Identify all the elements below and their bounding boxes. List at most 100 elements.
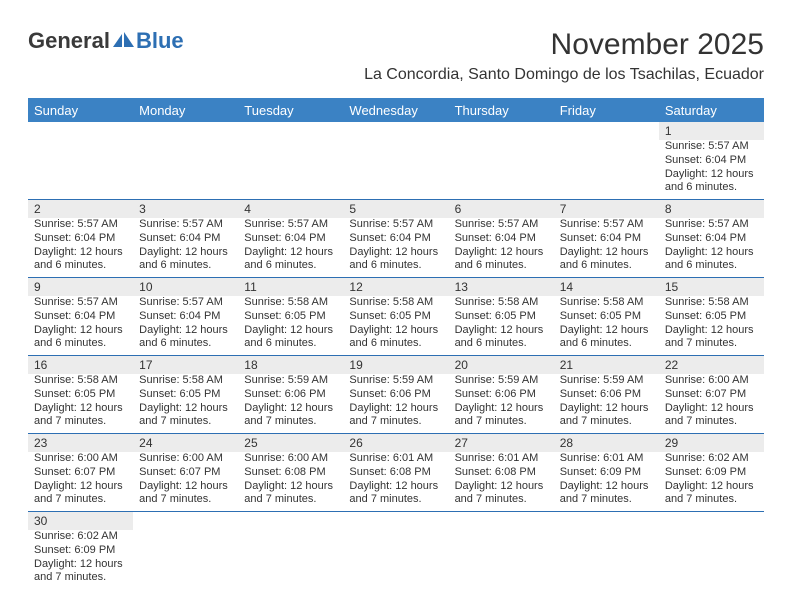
sunrise-line: Sunrise: 5:59 AM [349, 374, 433, 386]
calendar-cell: 29Sunrise: 6:02 AMSunset: 6:09 PMDayligh… [659, 434, 764, 512]
daylight-line: Daylight: 12 hours and 7 minutes. [244, 480, 333, 506]
calendar-cell: 3Sunrise: 5:57 AMSunset: 6:04 PMDaylight… [133, 200, 238, 278]
weekday-header: Saturday [659, 98, 764, 122]
day-details: Sunrise: 5:57 AM Sunset: 6:04 PM Daylight:… [659, 218, 764, 277]
sail-icon [113, 28, 135, 54]
calendar-table: SundayMondayTuesdayWednesdayThursdayFrid… [28, 98, 764, 589]
sunrise-line: Sunrise: 6:00 AM [665, 374, 749, 386]
calendar-cell: 19Sunrise: 5:59 AMSunset: 6:06 PMDayligh… [343, 356, 448, 434]
sunset-line: Sunset: 6:05 PM [139, 388, 220, 400]
day-number: 16 [28, 356, 133, 374]
sunset-line: Sunset: 6:04 PM [244, 232, 325, 244]
sunset-line: Sunset: 6:09 PM [560, 466, 641, 478]
sunset-line: Sunset: 6:07 PM [34, 466, 115, 478]
day-number: 26 [343, 434, 448, 452]
daylight-line: Daylight: 12 hours and 7 minutes. [34, 480, 123, 506]
daylight-line: Daylight: 12 hours and 7 minutes. [244, 402, 333, 428]
day-details: Sunrise: 5:58 AMSunset: 6:05 PMDaylight:… [343, 296, 448, 355]
daylight-line: Daylight: 12 hours and 6 minutes. [34, 246, 123, 272]
calendar-cell: 0 [449, 512, 554, 590]
sunset-line: Sunset: 6:04 PM [665, 232, 746, 244]
calendar-cell: 17Sunrise: 5:58 AMSunset: 6:05 PMDayligh… [133, 356, 238, 434]
day-number: 27 [449, 434, 554, 452]
calendar-cell: 26Sunrise: 6:01 AMSunset: 6:08 PMDayligh… [343, 434, 448, 512]
day-details: Sunrise: 5:57 AMSunset: 6:04 PMDaylight:… [343, 218, 448, 277]
daylight-line: Daylight: 12 hours and 6 minutes. [665, 246, 754, 272]
day-number: 1 [659, 122, 764, 140]
month-title: November 2025 [364, 28, 764, 62]
calendar-cell: 0 [238, 512, 343, 590]
day-details: Sunrise: 5:57 AMSunset: 6:04 PMDaylight:… [449, 218, 554, 277]
day-number: 2 [28, 200, 133, 218]
day-number: 14 [554, 278, 659, 296]
day-details: Sunrise: 6:02 AMSunset: 6:09 PMDaylight:… [659, 452, 764, 511]
day-details: Sunrise: 6:01 AM Sunset: 6:08 PM Daylight:… [449, 452, 554, 511]
day-details: Sunrise: 5:57 AMSunset: 6:04 PMDaylight:… [133, 296, 238, 355]
day-details: Sunrise: 5:57 AMSunset: 6:04 PMDaylight:… [554, 218, 659, 277]
day-details: Sunrise: 6:00 AMSunset: 6:07 PMDaylight:… [133, 452, 238, 511]
weekday-header: Wednesday [343, 98, 448, 122]
day-number: 22 [659, 356, 764, 374]
calendar-cell: 1Sunrise: 5:57 AMSunset: 6:04 PMDaylight… [659, 122, 764, 200]
calendar-cell: 0 [343, 122, 448, 200]
daylight-line: Daylight: 12 hours and 6 minutes. [455, 246, 544, 272]
calendar-cell: 2Sunrise: 5:57 AMSunset: 6:04 PMDaylight… [28, 200, 133, 278]
day-details: Sunrise: 5:57 AMSunset: 6:04 PMDaylight:… [659, 140, 764, 199]
day-details: Sunrise: 5:59 AMSunset: 6:06 PMDaylight:… [343, 374, 448, 433]
sunrise-line: Sunrise: 5:57 AM [139, 218, 223, 230]
calendar-cell: 0 [659, 512, 764, 590]
day-number: 5 [343, 200, 448, 218]
daylight-line: Daylight: 12 hours and 6 minutes. [349, 246, 438, 272]
calendar-cell: 8Sunrise: 5:57 AMSunset: 6:04 PMDaylight… [659, 200, 764, 278]
day-details: Sunrise: 5:58 AMSunset: 6:05 PMDaylight:… [449, 296, 554, 355]
day-number: 4 [238, 200, 343, 218]
daylight-line: Daylight: 12 hours and 6 minutes. [560, 324, 649, 350]
day-details: Sunrise: 5:58 AMSunset: 6:05 PMDaylight:… [28, 374, 133, 433]
daylight-line: Daylight: 12 hours and 6 minutes. [244, 246, 333, 272]
day-number: 6 [449, 200, 554, 218]
calendar-cell: 22Sunrise: 6:00 AMSunset: 6:07 PMDayligh… [659, 356, 764, 434]
daylight-line: Daylight: 12 hours and 6 minutes. [34, 324, 123, 350]
calendar-cell: 0 [343, 512, 448, 590]
calendar-week-row: 16Sunrise: 5:58 AMSunset: 6:05 PMDayligh… [28, 356, 764, 434]
sunrise-line: Sunrise: 5:57 AM [455, 218, 539, 230]
daylight-line: Daylight: 12 hours and 7 minutes. [455, 480, 544, 506]
sunrise-line: Sunrise: 5:57 AM [665, 218, 749, 230]
sunset-line: Sunset: 6:05 PM [34, 388, 115, 400]
sunrise-line: Sunrise: 6:00 AM [34, 452, 118, 464]
day-number: 19 [343, 356, 448, 374]
weekday-header: Thursday [449, 98, 554, 122]
sunrise-line: Sunrise: 6:01 AM [455, 452, 539, 464]
calendar-cell: 28Sunrise: 6:01 AMSunset: 6:09 PMDayligh… [554, 434, 659, 512]
calendar-cell: 21Sunrise: 5:59 AMSunset: 6:06 PMDayligh… [554, 356, 659, 434]
day-number: 11 [238, 278, 343, 296]
day-number: 18 [238, 356, 343, 374]
sunrise-line: Sunrise: 5:57 AM [139, 296, 223, 308]
sunrise-line: Sunrise: 5:59 AM [244, 374, 328, 386]
calendar-cell: 0 [449, 122, 554, 200]
day-number: 9 [28, 278, 133, 296]
day-number: 15 [659, 278, 764, 296]
location-subtitle: La Concordia, Santo Domingo de los Tsach… [364, 66, 764, 84]
sunset-line: Sunset: 6:04 PM [34, 310, 115, 322]
sunset-line: Sunset: 6:08 PM [455, 466, 536, 478]
calendar-cell: 14Sunrise: 5:58 AMSunset: 6:05 PMDayligh… [554, 278, 659, 356]
daylight-line: Daylight: 12 hours and 6 minutes. [455, 324, 544, 350]
calendar-week-row: 0 0 0 0 0 0 1Sunrise: 5:57 AMSunset: 6:0… [28, 122, 764, 200]
sunset-line: Sunset: 6:06 PM [560, 388, 641, 400]
daylight-line: Daylight: 12 hours and 6 minutes. [560, 246, 649, 272]
day-details: Sunrise: 6:00 AM Sunset: 6:07 PM Daylight:… [28, 452, 133, 511]
daylight-line: Daylight: 12 hours and 6 minutes. [139, 324, 228, 350]
sunrise-line: Sunrise: 6:01 AM [349, 452, 433, 464]
sunset-line: Sunset: 6:06 PM [244, 388, 325, 400]
daylight-line: Daylight: 12 hours and 7 minutes. [560, 480, 649, 506]
calendar-cell: 16Sunrise: 5:58 AMSunset: 6:05 PMDayligh… [28, 356, 133, 434]
weekday-header: Sunday [28, 98, 133, 122]
daylight-line: Daylight: 12 hours and 6 minutes. [349, 324, 438, 350]
calendar-cell: 27Sunrise: 6:01 AM Sunset: 6:08 PM Dayligh… [449, 434, 554, 512]
day-number: 28 [554, 434, 659, 452]
sunset-line: Sunset: 6:05 PM [560, 310, 641, 322]
title-block: November 2025 La Concordia, Santo Doming… [364, 28, 764, 84]
calendar-cell: 0 [133, 122, 238, 200]
sunset-line: Sunset: 6:07 PM [139, 466, 220, 478]
